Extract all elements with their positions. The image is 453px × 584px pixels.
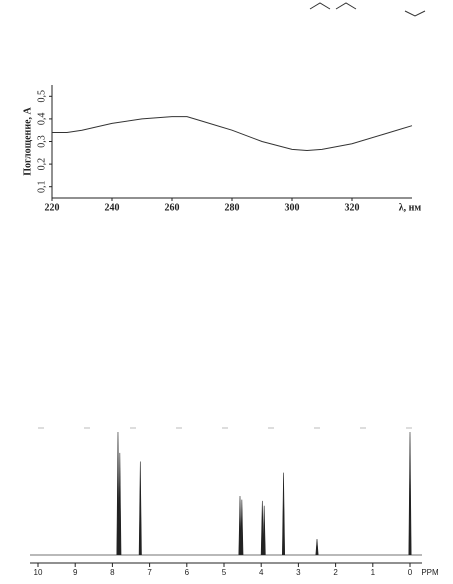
peak	[118, 452, 122, 556]
y-tick-label: 0,4	[36, 113, 47, 126]
x-tick-label: 10	[34, 568, 43, 577]
x-tick-label: 1	[371, 568, 376, 577]
x-tick-label: 5	[222, 568, 227, 577]
x-tick-label: 220	[45, 202, 60, 213]
peak	[138, 461, 142, 556]
x-tick-label: 7	[147, 568, 152, 577]
x-tick-label: 9	[73, 568, 78, 577]
x-tick-label: 6	[185, 568, 190, 577]
peak	[315, 538, 319, 556]
chevron	[404, 10, 426, 17]
chevron	[309, 2, 331, 10]
decoration	[309, 2, 426, 17]
curve	[52, 116, 413, 152]
y-tick-label: 0,2	[36, 158, 47, 171]
x-tick-label: 0	[408, 568, 413, 577]
peak	[240, 499, 244, 556]
y-axis-label: Поглощение, А	[22, 106, 33, 175]
peak	[282, 472, 286, 556]
x-axis-label: PPM	[421, 568, 439, 577]
x-tick-label: 4	[259, 568, 264, 577]
peak	[262, 505, 266, 556]
x-tick-label: 8	[110, 568, 115, 577]
x-tick-label: 320	[345, 202, 360, 213]
y-tick-label: 0,1	[36, 180, 47, 193]
y-tick-label: 0,3	[36, 135, 47, 148]
chevron	[335, 2, 357, 10]
x-axis-label: λ, нм	[399, 202, 422, 213]
x-tick-label: 280	[225, 202, 240, 213]
x-tick-label: 3	[296, 568, 301, 577]
x-tick-label: 300	[285, 202, 300, 213]
peak	[116, 431, 120, 556]
peak	[408, 431, 412, 556]
y-tick-label: 0,5	[36, 90, 47, 103]
x-tick-label: 2	[333, 568, 338, 577]
x-tick-label: 260	[165, 202, 180, 213]
x-tick-label: 240	[105, 202, 120, 213]
